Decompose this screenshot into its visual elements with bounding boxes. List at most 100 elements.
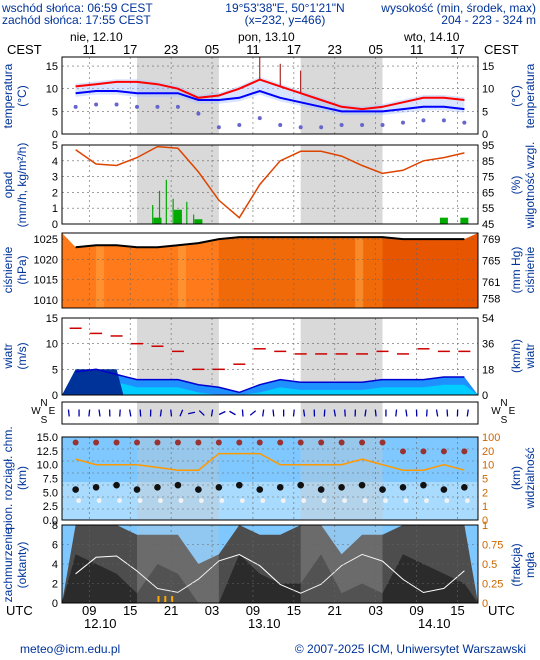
cloud-low-dot xyxy=(219,498,225,504)
visibility-right-label: widzialność xyxy=(523,447,537,509)
cloud-base-dot xyxy=(358,481,366,489)
precip-left-tick: 3 xyxy=(52,172,58,184)
wind-dir-background xyxy=(62,402,478,424)
cloud-left-tick: 0 xyxy=(52,598,58,610)
compass-w: W xyxy=(31,406,41,417)
visibility-right-tick: 2 xyxy=(482,487,488,499)
ground-temp-dot xyxy=(400,120,405,125)
humidity-right-unit: (%) xyxy=(509,176,523,195)
temp-right-tick: 5 xyxy=(482,106,488,118)
cloud-base-dot xyxy=(154,484,161,491)
precip-right-tick: 65 xyxy=(482,187,494,199)
cloud-base-dot xyxy=(92,484,100,491)
precip-bar xyxy=(194,219,203,224)
cloud-base-dot xyxy=(297,481,304,489)
cloud-base-dot xyxy=(379,486,386,493)
top-hour-label: 05 xyxy=(368,42,382,57)
compass-e: E xyxy=(49,406,56,417)
wind-direction-arrow xyxy=(405,409,408,417)
ground-temp-dot xyxy=(298,125,303,130)
bottom-hour-label: 15 xyxy=(450,603,464,618)
ground-temp-dot xyxy=(257,116,262,121)
visibility-right-tick: 1 xyxy=(482,501,488,513)
precip-frame xyxy=(61,144,479,225)
grid-position-text: (x=232, y=466) xyxy=(245,13,326,27)
precip-right-tick: 95 xyxy=(482,140,494,152)
cloud-left-tick: 2 xyxy=(52,579,58,591)
cloud-base-dot xyxy=(338,484,345,491)
cloud-base-dot xyxy=(236,481,243,489)
top-hour-label: 11 xyxy=(246,42,260,57)
ground-temp-dot xyxy=(175,104,180,109)
cloud-low-dot xyxy=(239,498,245,504)
wind-direction-arrow xyxy=(395,409,398,417)
wind-strong-area xyxy=(62,369,124,395)
cloud-top-dot xyxy=(134,439,141,446)
wind-direction-arrow xyxy=(98,409,101,417)
cloud-base-dot xyxy=(174,481,182,489)
top-tz-right: CEST xyxy=(484,42,519,57)
elevation-values: 204 - 223 - 324 m xyxy=(441,13,536,27)
compass-w: W xyxy=(491,406,501,417)
top-hour-label: 17 xyxy=(287,42,301,57)
cloud-base-dot xyxy=(440,486,448,493)
pressure-right-tick: 769 xyxy=(482,234,500,246)
cloud-low-dot xyxy=(321,498,327,504)
pressure-line xyxy=(75,236,465,249)
visibility-left-tick: 15.0 xyxy=(37,432,58,444)
cloud-top-dot xyxy=(154,439,161,446)
cloud-low-dot xyxy=(383,498,388,504)
bottom-hour-label: 03 xyxy=(205,603,219,618)
cloud-depth-left-unit: (km) xyxy=(15,466,29,490)
temp-right-tick: 0 xyxy=(482,129,488,141)
contact-email[interactable]: meteo@icm.edu.pl xyxy=(20,642,120,656)
precip-night-band xyxy=(300,145,383,224)
top-hour-label: 17 xyxy=(123,42,137,57)
wind-direction-arrow xyxy=(333,409,337,417)
precip-right-tick: 45 xyxy=(482,219,494,231)
wind-low-area xyxy=(62,377,478,395)
fog-right-tick: 0.25 xyxy=(482,579,503,591)
wind-direction-arrow xyxy=(262,409,265,417)
temp-left-label: temperatura xyxy=(1,63,15,128)
visibility-frame xyxy=(61,436,479,521)
humidity-right-label: wilgotność wzgl. xyxy=(523,142,537,230)
cloud-base-dot xyxy=(133,486,141,493)
cloud-top-dot xyxy=(420,448,427,455)
visibility-right-tick: 0 xyxy=(482,515,488,527)
cloud-base-dot xyxy=(317,486,325,493)
precip-left-tick: 5 xyxy=(52,140,58,152)
pressure-left-tick: 1025 xyxy=(34,234,58,246)
bottom-hour-label: 15 xyxy=(123,603,137,618)
ground-temp-dot xyxy=(441,118,446,123)
humidity-line xyxy=(75,145,465,219)
temp-left-tick: 10 xyxy=(46,84,58,96)
fog-right-tick: 0.75 xyxy=(482,540,503,552)
temp-background xyxy=(62,57,478,134)
bottom-hour-label: 09 xyxy=(409,603,423,618)
pressure-left-tick: 1015 xyxy=(34,275,58,287)
wind-direction-arrow xyxy=(88,409,91,417)
wind-dir-night-band xyxy=(300,402,383,424)
pressure-right-tick: 761 xyxy=(482,277,500,289)
cloud-top-dot xyxy=(338,439,345,446)
ground-temp-dot xyxy=(360,122,365,127)
wind-direction-arrow xyxy=(466,409,469,417)
cloud-low-dot xyxy=(260,498,266,504)
ground-temp-dot xyxy=(216,125,221,130)
precip-right-tick: 75 xyxy=(482,172,494,184)
pressure-stripe xyxy=(177,233,186,308)
fog-right-label: mgła xyxy=(523,552,537,578)
ground-temp-dot xyxy=(278,122,283,127)
pressure-right-tick: 758 xyxy=(482,293,500,305)
ground-temp-dot xyxy=(135,104,140,109)
wind-direction-arrow xyxy=(272,409,275,417)
precip-bar xyxy=(439,217,448,224)
precip-left-tick: 4 xyxy=(52,156,58,168)
compass-s: S xyxy=(501,415,508,426)
cloud-top-dot xyxy=(297,439,304,446)
precip-left-tick: 1 xyxy=(52,203,58,215)
temp-night-band xyxy=(300,57,383,134)
cloud-low-dot xyxy=(117,498,122,504)
